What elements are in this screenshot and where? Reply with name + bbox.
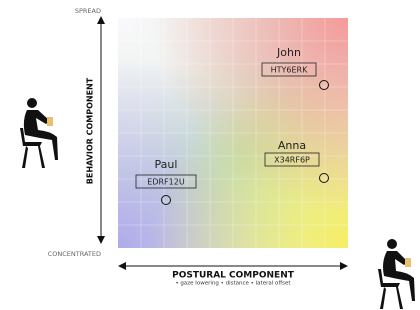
diagram: SPREAD CONCENTRATED BEHAVIOR COMPONENT P… <box>0 0 420 310</box>
person-name: Paul <box>155 158 178 171</box>
y-bottom-label: CONCENTRATED <box>48 250 101 258</box>
page: SPREAD CONCENTRATED BEHAVIOR COMPONENT P… <box>0 0 420 310</box>
y-top-label: SPREAD <box>75 7 101 15</box>
person-code: EDRF12U <box>147 178 185 187</box>
y-axis-label: BEHAVIOR COMPONENT <box>86 77 95 184</box>
person-name: Anna <box>278 139 306 152</box>
person-code: HTY6ERK <box>271 66 308 75</box>
grid <box>118 18 348 248</box>
person-marker <box>320 174 329 183</box>
x-axis-sublabel: • gaze lowering • distance • lateral off… <box>175 281 291 287</box>
person-marker <box>320 81 329 90</box>
x-axis-label: POSTURAL COMPONENT <box>172 271 295 281</box>
person-figure-left <box>20 98 58 168</box>
person-name: John <box>276 46 301 59</box>
person-figure-right <box>378 239 415 309</box>
person-code: X34RF6P <box>274 156 310 165</box>
person-marker <box>162 196 171 205</box>
